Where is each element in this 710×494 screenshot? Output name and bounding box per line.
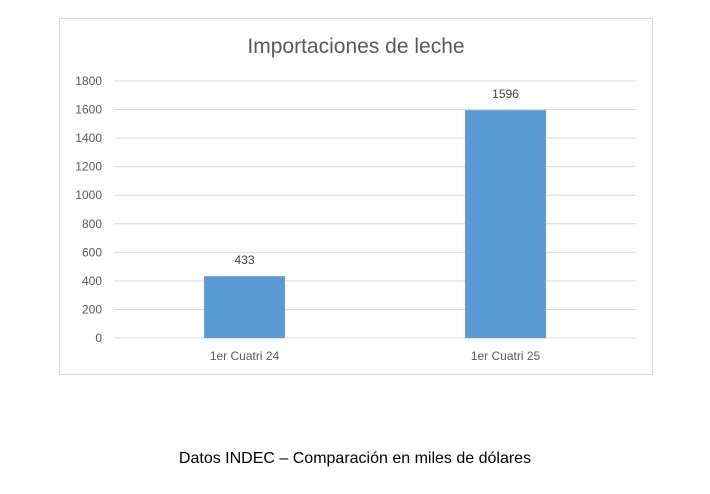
bar xyxy=(204,276,285,338)
chart-frame: Importaciones de leche 0 200 400 600 800 1000… xyxy=(59,18,653,375)
x-tick-label: 1er Cuatri 24 xyxy=(210,349,280,363)
y-tick-label: 1400 xyxy=(75,131,102,145)
x-tick-label: 1er Cuatri 25 xyxy=(471,349,541,363)
chart-title: Importaciones de leche xyxy=(247,35,465,58)
chart-caption: Datos INDEC – Comparación en miles de dó… xyxy=(178,450,532,467)
y-tick-label: 1000 xyxy=(75,188,102,202)
y-tick-label: 600 xyxy=(82,245,102,259)
bar xyxy=(465,110,546,338)
y-tick-label: 0 xyxy=(95,331,102,345)
y-tick-label: 800 xyxy=(82,217,102,231)
data-label: 433 xyxy=(234,253,254,267)
y-tick-label: 200 xyxy=(82,302,102,316)
data-label: 1596 xyxy=(492,87,519,101)
y-tick-label: 1200 xyxy=(75,160,102,174)
y-tick-label: 1600 xyxy=(75,103,102,117)
bar-chart: 0 200 400 600 800 1000 1200 1400 1600 1800 433 1er … xyxy=(75,74,636,363)
y-tick-label: 400 xyxy=(82,274,102,288)
y-tick-label: 1800 xyxy=(75,74,102,88)
